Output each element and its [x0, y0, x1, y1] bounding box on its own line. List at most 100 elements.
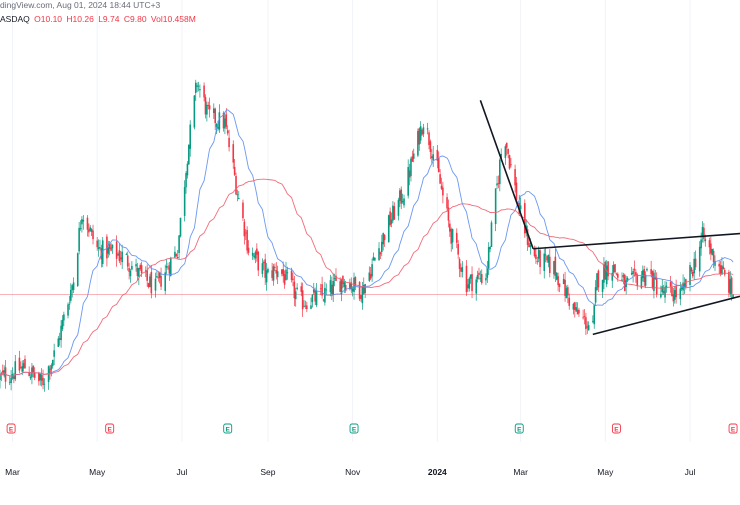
- candle-body: [533, 249, 536, 256]
- earnings-marker-box: [105, 423, 115, 434]
- candle-body: [426, 128, 429, 130]
- candle-body: [471, 274, 473, 292]
- candle-body: [700, 239, 702, 249]
- candle-body: [29, 376, 32, 379]
- candle-body: [156, 276, 158, 278]
- candle-body: [68, 303, 71, 305]
- candle-body: [179, 217, 182, 237]
- candle-body: [526, 229, 529, 245]
- candle-body: [253, 255, 255, 258]
- candle-body: [418, 128, 421, 145]
- candle-body: [479, 278, 482, 280]
- candle-body: [419, 126, 422, 141]
- candle-body: [504, 146, 507, 158]
- candle-body: [635, 271, 637, 275]
- candle-body: [1, 370, 4, 373]
- candle-body: [136, 267, 139, 276]
- candle-body: [407, 167, 409, 196]
- candle-body: [519, 205, 522, 210]
- candle-body: [437, 158, 440, 173]
- candle-body: [640, 276, 643, 289]
- candle-body: [213, 108, 215, 114]
- candle-body: [218, 112, 221, 130]
- candle-body: [554, 256, 557, 276]
- candle-body: [39, 373, 42, 381]
- candle-body: [693, 258, 695, 274]
- candle-body: [228, 137, 230, 148]
- candle-body: [225, 114, 228, 127]
- candle-body: [167, 268, 169, 270]
- candle-body: [33, 372, 36, 378]
- candle-body: [203, 85, 205, 98]
- candle-body: [174, 251, 176, 258]
- candle-body: [90, 229, 93, 232]
- candle-body: [50, 365, 53, 370]
- candle-body: [412, 153, 415, 159]
- candle-body: [510, 164, 512, 166]
- x-tick-label: Jul: [685, 467, 696, 477]
- candle-body: [612, 264, 615, 273]
- candle-body: [119, 257, 122, 260]
- candle-body: [458, 259, 461, 269]
- candle-body: [0, 374, 1, 380]
- candle-body: [243, 221, 246, 237]
- candle-body: [664, 286, 666, 298]
- candle-body: [138, 268, 140, 277]
- candle-body: [508, 155, 511, 169]
- candle-body: [224, 118, 226, 129]
- candle-body: [236, 194, 239, 196]
- candle-body: [300, 286, 303, 292]
- candle-body: [583, 316, 586, 317]
- candle-body: [108, 243, 111, 249]
- candle-body: [97, 247, 100, 249]
- candle-body: [729, 279, 732, 295]
- candle-body: [58, 338, 61, 340]
- candle-body: [718, 263, 720, 267]
- candle-body: [40, 374, 43, 381]
- earnings-marker: E: [349, 423, 359, 434]
- candle-body: [204, 96, 207, 115]
- candle-body: [457, 243, 459, 255]
- candle-body: [38, 373, 40, 382]
- candle-body: [350, 282, 353, 290]
- candle-body: [232, 144, 235, 163]
- candle-body: [344, 284, 347, 291]
- candle-body: [28, 371, 30, 377]
- trendline-2: [533, 232, 740, 250]
- candle-body: [96, 240, 98, 248]
- candle-body: [147, 283, 150, 288]
- candle-body: [446, 197, 448, 209]
- candle-body: [107, 247, 110, 254]
- candle-body: [403, 198, 405, 206]
- candle-body: [150, 271, 153, 294]
- candle-body: [292, 278, 294, 281]
- candle-body: [70, 289, 72, 301]
- candle-body: [183, 187, 186, 216]
- candle-body: [387, 215, 390, 243]
- candle-body: [564, 279, 566, 296]
- earnings-marker: E: [105, 423, 115, 434]
- moving-average-line-2: [0, 178, 734, 377]
- candle-body: [555, 272, 558, 280]
- earnings-marker-label: E: [9, 427, 14, 434]
- candle-body: [360, 295, 362, 300]
- candle-body: [369, 274, 372, 279]
- candle-body: [165, 266, 168, 268]
- earnings-marker-box: [611, 423, 621, 434]
- candle-body: [164, 272, 167, 291]
- candle-body: [505, 142, 508, 148]
- earnings-marker: E: [514, 423, 524, 434]
- candle-body: [321, 284, 323, 296]
- candle-body: [342, 276, 344, 284]
- candle-body: [331, 284, 333, 295]
- candle-body: [340, 279, 343, 295]
- candle-body: [654, 276, 657, 280]
- candle-body: [690, 267, 693, 272]
- candle-body: [669, 281, 672, 287]
- candle-body: [272, 266, 275, 281]
- candle-body: [86, 217, 89, 230]
- candle-body: [558, 283, 561, 287]
- candle-body: [722, 266, 725, 269]
- candle-body: [451, 229, 454, 243]
